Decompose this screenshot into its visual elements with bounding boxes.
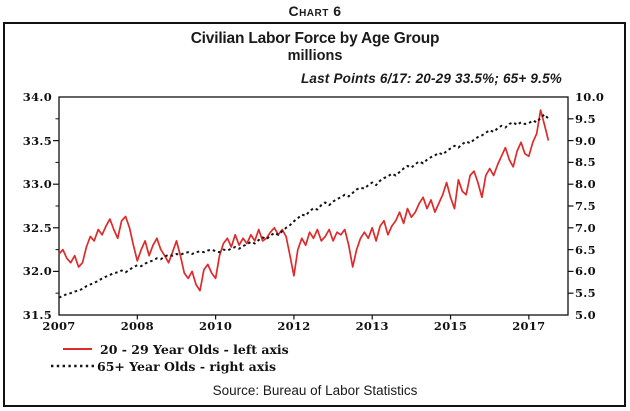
right-axis-tick-label: 6.0 [575,264,596,279]
right-axis-tick-label: 5.5 [575,286,596,301]
series-line-65plus [58,113,550,299]
right-axis-tick-label: 9.0 [575,133,596,148]
right-axis-tick-label: 6.5 [575,242,596,257]
series-line-20-29 [58,109,550,292]
left-axis-tick-label: 33.0 [22,177,52,192]
chart-units-subtitle: millions [287,48,343,64]
chart-outer-border [3,22,626,407]
right-axis-tick-label: 9.5 [575,111,596,126]
left-axis-tick-label: 31.5 [22,308,52,322]
last-points-annotation: Last Points 6/17: 20-29 33.5%; 65+ 9.5% [300,71,562,86]
left-axis-tick-label: 32.5 [22,220,52,235]
left-axis-tick-label: 34.0 [22,90,52,104]
chart-number-label: Chart 6 [288,3,342,19]
legend-label-20-29: 20 - 29 Year Olds - left axis [100,342,289,357]
x-axis-tick-label: 2007 [42,319,76,333]
x-axis-tick-label: 2010 [199,319,233,333]
right-axis-tick-label: 10.0 [575,90,605,104]
left-axis-tick-label: 33.5 [22,133,52,148]
x-axis-tick-label: 2008 [120,319,154,333]
x-axis-tick-label: 2013 [355,319,389,333]
right-axis-tick-label: 7.0 [575,220,596,235]
right-axis-tick-label: 5.0 [575,308,596,322]
x-axis-tick-label: 2012 [277,319,311,333]
right-axis-tick-label: 8.0 [575,177,596,192]
source-attribution: Source: Bureau of Labor Statistics [212,383,418,398]
right-axis-tick-label: 8.5 [575,155,596,170]
right-axis-tick-label: 7.5 [575,199,596,213]
left-axis-tick-label: 32.0 [22,264,52,279]
plot-frame [58,96,569,316]
x-axis-tick-label: 2015 [433,319,468,333]
chart-title: Civilian Labor Force by Age Group [190,30,440,47]
x-axis-tick-label: 2017 [512,319,546,333]
legend-label-65plus: 65+ Year Olds - right axis [97,359,276,374]
